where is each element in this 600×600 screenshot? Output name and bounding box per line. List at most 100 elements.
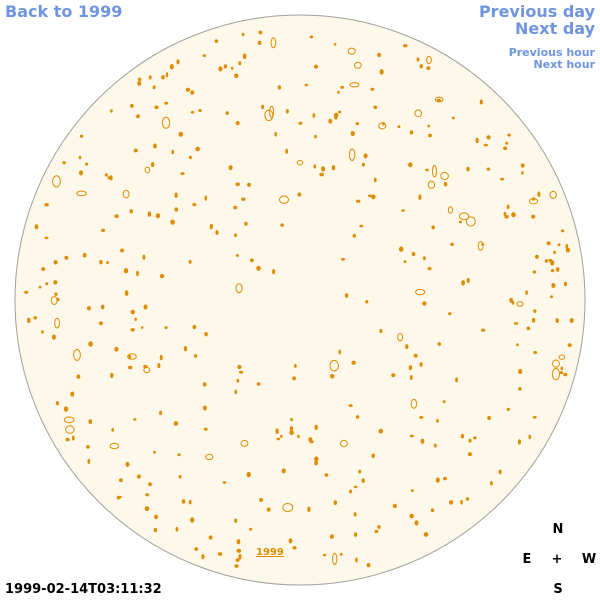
next-hour-link[interactable]: Next hour [533, 58, 596, 71]
timestamp: 1999-02-14T03:11:32 [5, 582, 162, 597]
previous-hour-link[interactable]: Previous hour [508, 46, 595, 59]
contour [161, 75, 165, 80]
contour [41, 267, 46, 272]
contour [337, 90, 340, 94]
contour [532, 416, 537, 419]
contour [414, 109, 423, 118]
back-link[interactable]: Back to 1999 [5, 2, 123, 21]
contour [44, 203, 49, 207]
contour [114, 214, 119, 219]
year-link[interactable]: 1999 [256, 547, 284, 558]
contour [378, 122, 387, 130]
contour [274, 131, 278, 137]
contour [137, 81, 142, 86]
contour [88, 341, 93, 347]
contour [244, 221, 248, 226]
contour [202, 405, 207, 411]
contour [461, 433, 464, 438]
contour [549, 190, 557, 199]
contour [435, 477, 440, 483]
contour [377, 52, 382, 58]
contour [236, 378, 240, 383]
contour [531, 317, 536, 323]
contour [324, 473, 329, 477]
contour [486, 167, 491, 171]
contour [413, 353, 418, 358]
contour [223, 64, 228, 69]
contour [348, 148, 356, 161]
contour [551, 367, 561, 381]
contour [516, 343, 519, 347]
contour [65, 425, 75, 434]
contour [181, 499, 186, 504]
contour [416, 57, 420, 62]
previous-day-link[interactable]: Previous day [478, 2, 595, 21]
contour [52, 175, 61, 188]
contour [136, 270, 139, 277]
contour [379, 69, 384, 75]
compass-east: E [522, 552, 532, 567]
contour [361, 478, 365, 484]
contour [436, 98, 441, 103]
contour [157, 363, 161, 369]
contour [403, 260, 407, 264]
contour [354, 61, 362, 69]
contour [238, 554, 242, 560]
contour [418, 194, 422, 200]
contour [427, 266, 432, 271]
contour [455, 377, 459, 383]
contour [500, 177, 505, 181]
contour [423, 532, 429, 537]
contour [486, 135, 491, 140]
contour [129, 209, 134, 214]
contour [473, 436, 477, 440]
contour [355, 415, 360, 419]
contour [153, 143, 157, 149]
contour [560, 229, 565, 233]
contour [373, 105, 378, 110]
contour [154, 105, 159, 110]
contour [34, 224, 39, 230]
contour [236, 548, 242, 553]
next-day-link[interactable]: Next day [515, 19, 595, 38]
contour [256, 265, 261, 271]
contour [230, 66, 234, 70]
contour [309, 35, 314, 39]
contour [338, 110, 342, 114]
contour [312, 113, 316, 118]
contour [188, 500, 192, 505]
contour [521, 171, 524, 175]
contour [410, 398, 418, 409]
contour [498, 469, 502, 475]
contour [195, 146, 200, 152]
contour [319, 172, 324, 177]
contour [110, 372, 114, 379]
contour [507, 133, 511, 137]
contour [487, 416, 492, 420]
contour [261, 104, 265, 110]
contour [553, 250, 556, 255]
contour [298, 121, 303, 125]
contour [353, 512, 357, 517]
contour [355, 122, 360, 126]
contour [238, 61, 242, 66]
contour [437, 342, 442, 346]
contour [355, 557, 358, 563]
contour [45, 282, 49, 286]
contour [277, 85, 282, 90]
contour [531, 214, 536, 219]
contour [408, 365, 413, 371]
contour [242, 53, 247, 60]
contour [340, 439, 348, 448]
contour [569, 318, 574, 323]
contour [443, 476, 447, 481]
contour [490, 481, 493, 486]
contour [143, 367, 151, 374]
contour [87, 458, 91, 464]
contour [143, 304, 148, 310]
contour [466, 166, 470, 172]
contour [411, 489, 414, 493]
contour [122, 189, 130, 199]
contour [426, 55, 432, 65]
